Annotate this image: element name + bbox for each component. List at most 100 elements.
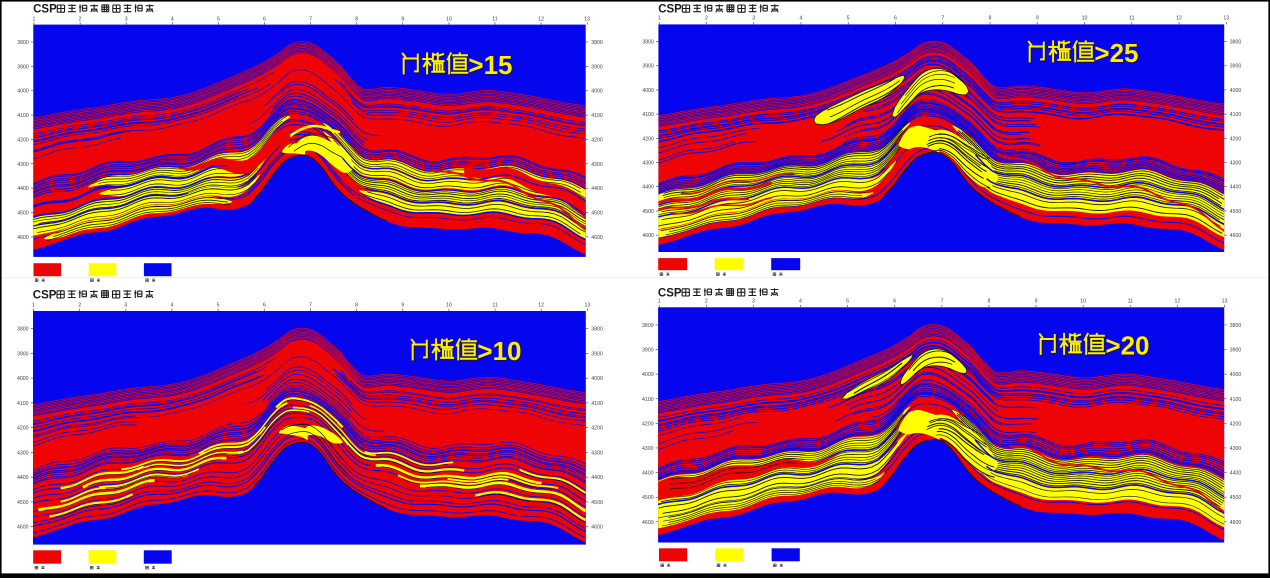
svg-text:4300: 4300 (1230, 446, 1242, 452)
svg-text:4300: 4300 (642, 446, 654, 452)
svg-text:4000: 4000 (591, 89, 603, 95)
svg-text:4400: 4400 (642, 185, 654, 191)
svg-text:3: 3 (752, 16, 755, 22)
svg-text:11: 11 (492, 16, 497, 22)
svg-text:4000: 4000 (1230, 88, 1242, 94)
svg-text:4600: 4600 (1230, 520, 1242, 526)
svg-text:10: 10 (446, 16, 452, 22)
svg-text:4000: 4000 (642, 88, 654, 94)
svg-text:4100: 4100 (642, 112, 654, 118)
svg-text:4600: 4600 (591, 525, 603, 531)
svg-text:>20: >20 (1107, 332, 1151, 362)
svg-text:4200: 4200 (591, 426, 603, 432)
svg-text:4500: 4500 (591, 500, 603, 506)
svg-text:4200: 4200 (1230, 421, 1242, 427)
svg-text:4100: 4100 (591, 401, 603, 407)
svg-text:4400: 4400 (1230, 471, 1242, 477)
svg-text:CSP: CSP (658, 287, 682, 299)
svg-text:3900: 3900 (1230, 348, 1242, 354)
svg-text:8: 8 (988, 299, 991, 305)
svg-text:4400: 4400 (17, 475, 29, 481)
svg-text:4: 4 (800, 16, 803, 22)
svg-text:4400: 4400 (642, 471, 654, 477)
svg-text:4000: 4000 (591, 376, 603, 382)
svg-text:3900: 3900 (591, 64, 603, 70)
svg-text:9: 9 (1035, 299, 1038, 305)
svg-text:2: 2 (78, 303, 81, 309)
svg-text:8: 8 (355, 303, 358, 309)
svg-text:8: 8 (355, 16, 358, 22)
svg-text:3: 3 (124, 303, 127, 309)
svg-text:4200: 4200 (591, 137, 603, 143)
svg-text:4300: 4300 (17, 162, 29, 168)
svg-text:10: 10 (1080, 299, 1086, 305)
svg-text:CSP: CSP (33, 4, 57, 16)
svg-text:7: 7 (309, 16, 312, 22)
svg-text:11: 11 (1128, 299, 1133, 305)
svg-text:4100: 4100 (17, 113, 29, 119)
svg-text:4200: 4200 (642, 136, 654, 142)
svg-text:10: 10 (446, 303, 452, 309)
svg-text:6: 6 (263, 16, 266, 22)
svg-text:3900: 3900 (17, 351, 29, 357)
svg-text:11: 11 (1129, 16, 1134, 22)
svg-text:10: 10 (1082, 16, 1088, 22)
svg-text:6: 6 (893, 299, 896, 305)
svg-text:3900: 3900 (642, 64, 654, 70)
svg-text:4500: 4500 (642, 495, 654, 501)
svg-text:1: 1 (33, 16, 36, 22)
svg-text:3800: 3800 (17, 327, 29, 333)
svg-text:5: 5 (847, 16, 850, 22)
svg-text:4100: 4100 (1230, 397, 1242, 403)
svg-text:>15: >15 (470, 51, 514, 81)
svg-text:11: 11 (492, 303, 497, 309)
svg-text:7: 7 (940, 299, 943, 305)
svg-text:4000: 4000 (17, 89, 29, 95)
svg-text:4400: 4400 (17, 186, 29, 192)
svg-text:13: 13 (1223, 16, 1229, 22)
svg-text:>20: >20 (1105, 330, 1149, 360)
svg-text:4: 4 (799, 299, 802, 305)
svg-text:5: 5 (217, 303, 220, 309)
svg-text:4600: 4600 (642, 520, 654, 526)
svg-text:3800: 3800 (17, 40, 29, 46)
svg-text:13: 13 (585, 303, 591, 309)
svg-text:>10: >10 (477, 336, 521, 366)
svg-text:6: 6 (894, 16, 897, 22)
svg-text:>10: >10 (479, 337, 523, 367)
svg-text:4500: 4500 (591, 211, 603, 217)
svg-text:4300: 4300 (591, 450, 603, 456)
svg-text:3800: 3800 (591, 327, 603, 333)
svg-text:9: 9 (401, 16, 404, 22)
svg-text:12: 12 (538, 16, 544, 22)
svg-text:1: 1 (658, 299, 661, 305)
svg-text:5: 5 (217, 16, 220, 22)
svg-text:4200: 4200 (17, 137, 29, 143)
svg-text:9: 9 (1036, 16, 1039, 22)
svg-text:3800: 3800 (591, 40, 603, 46)
svg-text:CSP: CSP (33, 289, 57, 301)
svg-text:4600: 4600 (17, 525, 29, 531)
svg-text:6: 6 (263, 303, 266, 309)
svg-text:2: 2 (705, 299, 708, 305)
svg-text:3900: 3900 (17, 64, 29, 70)
svg-text:2: 2 (705, 16, 708, 22)
svg-text:4300: 4300 (1230, 161, 1242, 167)
svg-text:3900: 3900 (642, 348, 654, 354)
svg-text:>25: >25 (1096, 39, 1140, 69)
svg-text:4300: 4300 (642, 161, 654, 167)
svg-text:>15: >15 (468, 50, 512, 80)
svg-text:4600: 4600 (17, 235, 29, 241)
svg-text:3800: 3800 (1230, 40, 1242, 46)
svg-text:4300: 4300 (591, 162, 603, 168)
svg-text:13: 13 (584, 16, 590, 22)
svg-text:4000: 4000 (1230, 372, 1242, 378)
svg-text:7: 7 (941, 16, 944, 22)
svg-text:4400: 4400 (1230, 185, 1242, 191)
svg-text:4100: 4100 (1230, 112, 1242, 118)
svg-text:4500: 4500 (1230, 495, 1242, 501)
svg-text:5: 5 (846, 299, 849, 305)
svg-text:4400: 4400 (591, 186, 603, 192)
svg-text:4100: 4100 (17, 401, 29, 407)
svg-text:3900: 3900 (591, 351, 603, 357)
